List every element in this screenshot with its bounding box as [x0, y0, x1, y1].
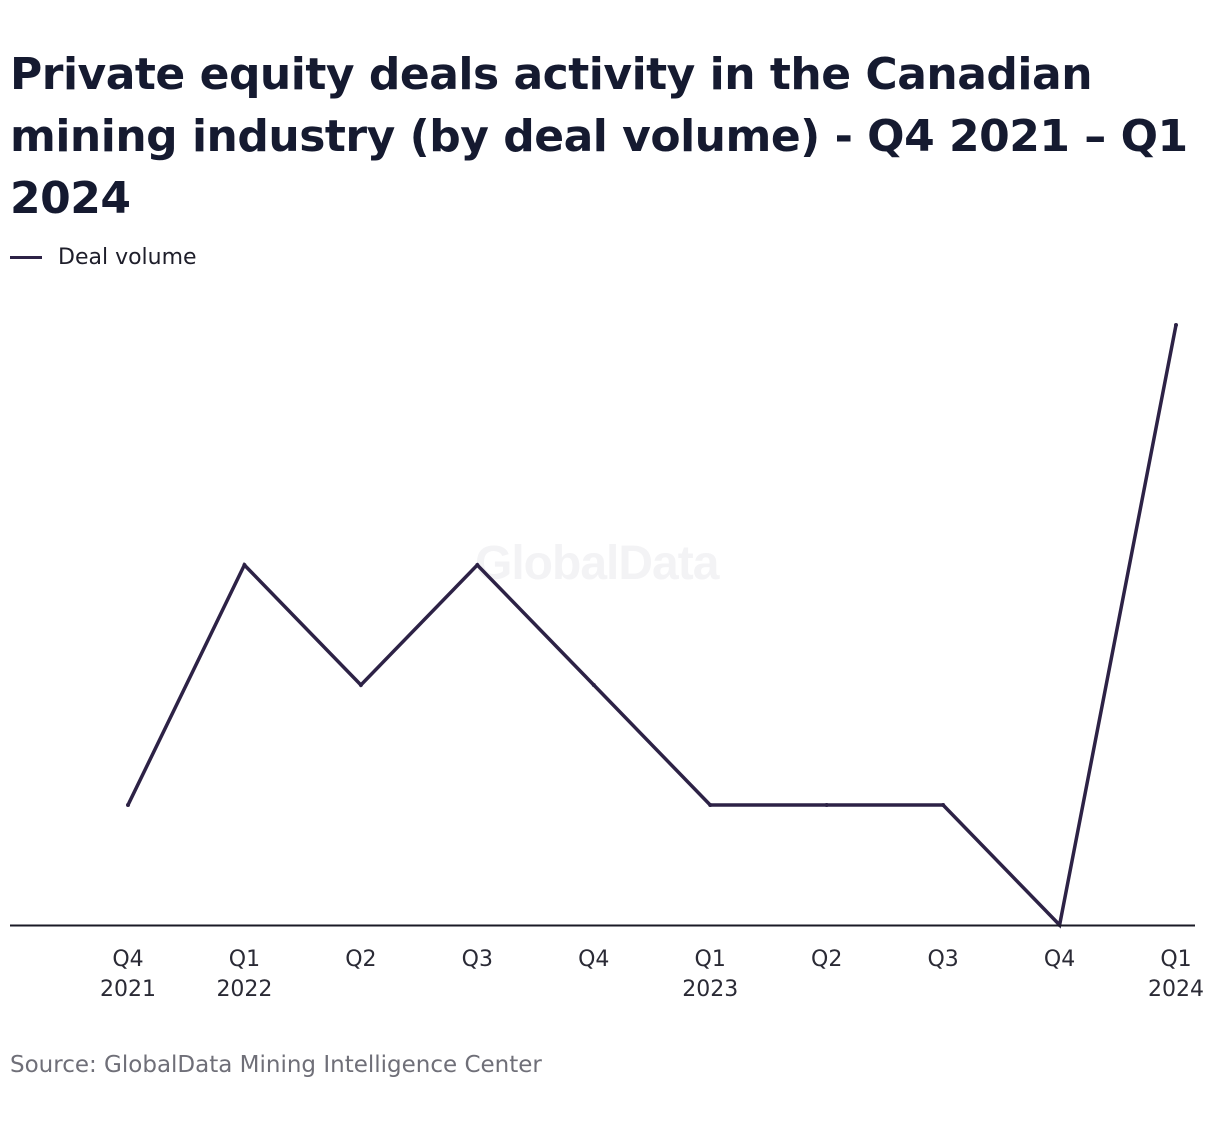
- x-tick-year-label: 2021: [100, 977, 156, 1002]
- legend-label: Deal volume: [58, 244, 197, 270]
- x-tick-year-label: 2022: [216, 977, 272, 1002]
- x-tick-label: Q2: [345, 947, 376, 972]
- data-point: [242, 563, 247, 567]
- x-axis-ticks: Q4 2021 Q1 2022 Q2 Q3 Q4 Q1 2023 Q2 Q3 Q4 Q1 2024: [100, 947, 1204, 1002]
- data-point: [824, 803, 829, 807]
- legend: Deal volume: [10, 241, 197, 273]
- x-tick-label: Q4: [578, 947, 609, 972]
- source-note: Source: GlobalData Mining Intelligence C…: [10, 1052, 542, 1078]
- x-tick-year-label: 2024: [1148, 977, 1204, 1002]
- data-point: [358, 683, 363, 687]
- x-tick-label: Q2: [811, 947, 842, 972]
- data-point: [126, 803, 130, 807]
- watermark: GlobalData: [475, 537, 719, 590]
- x-tick-label: Q1: [1160, 947, 1191, 972]
- x-tick-label: Q1: [229, 947, 260, 972]
- x-tick-label: Q3: [927, 947, 958, 972]
- data-point: [591, 683, 596, 687]
- series-group: [126, 323, 1178, 929]
- legend-swatch: [10, 255, 42, 259]
- series-line: [126, 324, 1178, 929]
- data-point: [475, 563, 480, 567]
- chart-title: Private equity deals activity in the Can…: [10, 49, 1188, 224]
- x-tick-label: Q4: [1044, 947, 1075, 972]
- line-chart: Q4 2021 Q1 2022 Q2 Q3 Q4 Q1 2023 Q2 Q3 Q4 Q1 2024: [10, 323, 1204, 1002]
- data-point: [941, 803, 946, 807]
- x-tick-label: Q4: [112, 947, 143, 972]
- x-tick-year-label: 2023: [682, 977, 738, 1002]
- x-tick-label: Q3: [462, 947, 493, 972]
- data-point: [708, 803, 713, 807]
- x-tick-label: Q1: [695, 947, 726, 972]
- data-point: [1174, 323, 1178, 327]
